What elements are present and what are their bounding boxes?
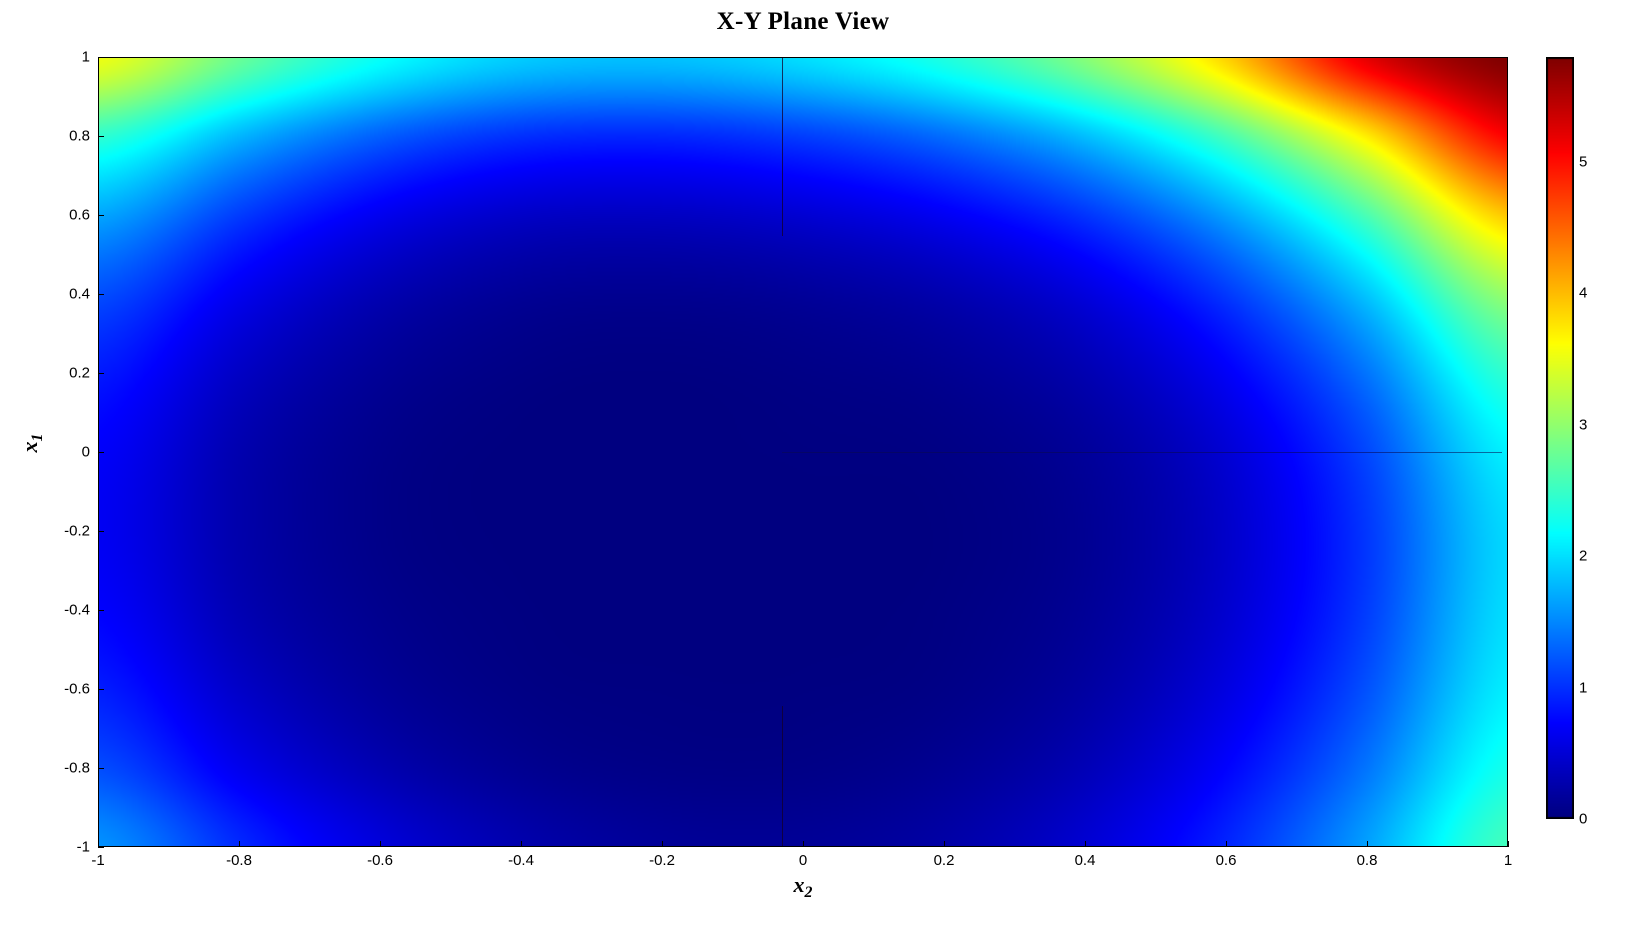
y-axis-tick [98, 215, 104, 216]
x-axis-tick-label: 0.6 [1215, 852, 1237, 869]
x-axis-tick [1226, 841, 1227, 847]
x-axis-label-base: x [793, 872, 805, 897]
x-axis-label-subscript: 2 [804, 884, 813, 902]
x-axis-tick [1367, 841, 1368, 847]
y-axis-label: x1 [17, 383, 47, 503]
x-axis-tick-label: -1 [91, 852, 105, 869]
colorbar[interactable] [1546, 57, 1574, 819]
y-axis-tick-label: 0.4 [69, 285, 90, 303]
x-axis-tick-label: -0.8 [226, 852, 252, 869]
x-axis-tick-label: 0 [798, 852, 808, 869]
y-axis-tick-label: -1 [76, 838, 90, 856]
colorbar-tick-label: 2 [1579, 547, 1588, 565]
plot-axes[interactable] [98, 57, 1508, 847]
y-axis-tick-label: -0.4 [64, 601, 90, 619]
y-axis-tick-label: 0.2 [69, 364, 90, 382]
y-axis-label-subscript: 1 [29, 433, 47, 442]
x-axis-tick [1085, 841, 1086, 847]
x-axis-tick [380, 841, 381, 847]
x-axis-tick [662, 841, 663, 847]
y-axis-tick-label: 1 [81, 48, 90, 66]
heatmap-surface [99, 58, 1507, 846]
x-axis-tick [521, 841, 522, 847]
y-axis-tick-label: 0 [81, 443, 90, 461]
x-axis-tick-label: 1 [1503, 852, 1513, 869]
y-axis-tick [98, 610, 104, 611]
y-axis-tick-label: -0.8 [64, 759, 90, 777]
y-axis-tick-label: 0.6 [69, 206, 90, 224]
x-axis-tick-label: -0.6 [367, 852, 393, 869]
y-axis-tick [98, 136, 104, 137]
page-title: X-Y Plane View [716, 8, 890, 35]
x-axis-tick-label: 0.8 [1356, 852, 1378, 869]
colorbar-tick-label: 5 [1579, 153, 1588, 171]
x-axis-tick [239, 841, 240, 847]
colorbar-tick-label: 1 [1579, 679, 1588, 697]
y-axis-tick [98, 373, 104, 374]
y-axis-tick-label: -0.6 [64, 680, 90, 698]
y-axis-label-base: x [16, 441, 42, 453]
x-axis-tick [98, 841, 99, 847]
colorbar-gradient [1546, 57, 1574, 819]
y-axis-tick-label: 0.8 [69, 127, 90, 145]
y-axis-tick-label: -0.2 [64, 522, 90, 540]
colorbar-tick-label: 3 [1579, 416, 1588, 434]
x-axis-tick-label: 0.2 [933, 852, 955, 869]
y-axis-tick [98, 57, 104, 58]
y-axis-tick [98, 531, 104, 532]
y-axis-tick [98, 768, 104, 769]
x-axis-label: x2 [98, 872, 1508, 902]
x-axis-tick [1508, 841, 1509, 847]
x-axis-tick-label: -0.4 [508, 852, 534, 869]
y-axis-tick [98, 689, 104, 690]
colorbar-tick-label: 0 [1579, 810, 1588, 828]
x-axis-tick-label: -0.2 [649, 852, 675, 869]
x-axis-tick [803, 841, 804, 847]
y-axis-tick [98, 847, 104, 848]
colorbar-tick-label: 4 [1579, 284, 1588, 302]
x-axis-tick-label: 0.4 [1074, 852, 1096, 869]
y-axis-tick [98, 452, 104, 453]
y-axis-tick [98, 294, 104, 295]
x-axis-tick [944, 841, 945, 847]
